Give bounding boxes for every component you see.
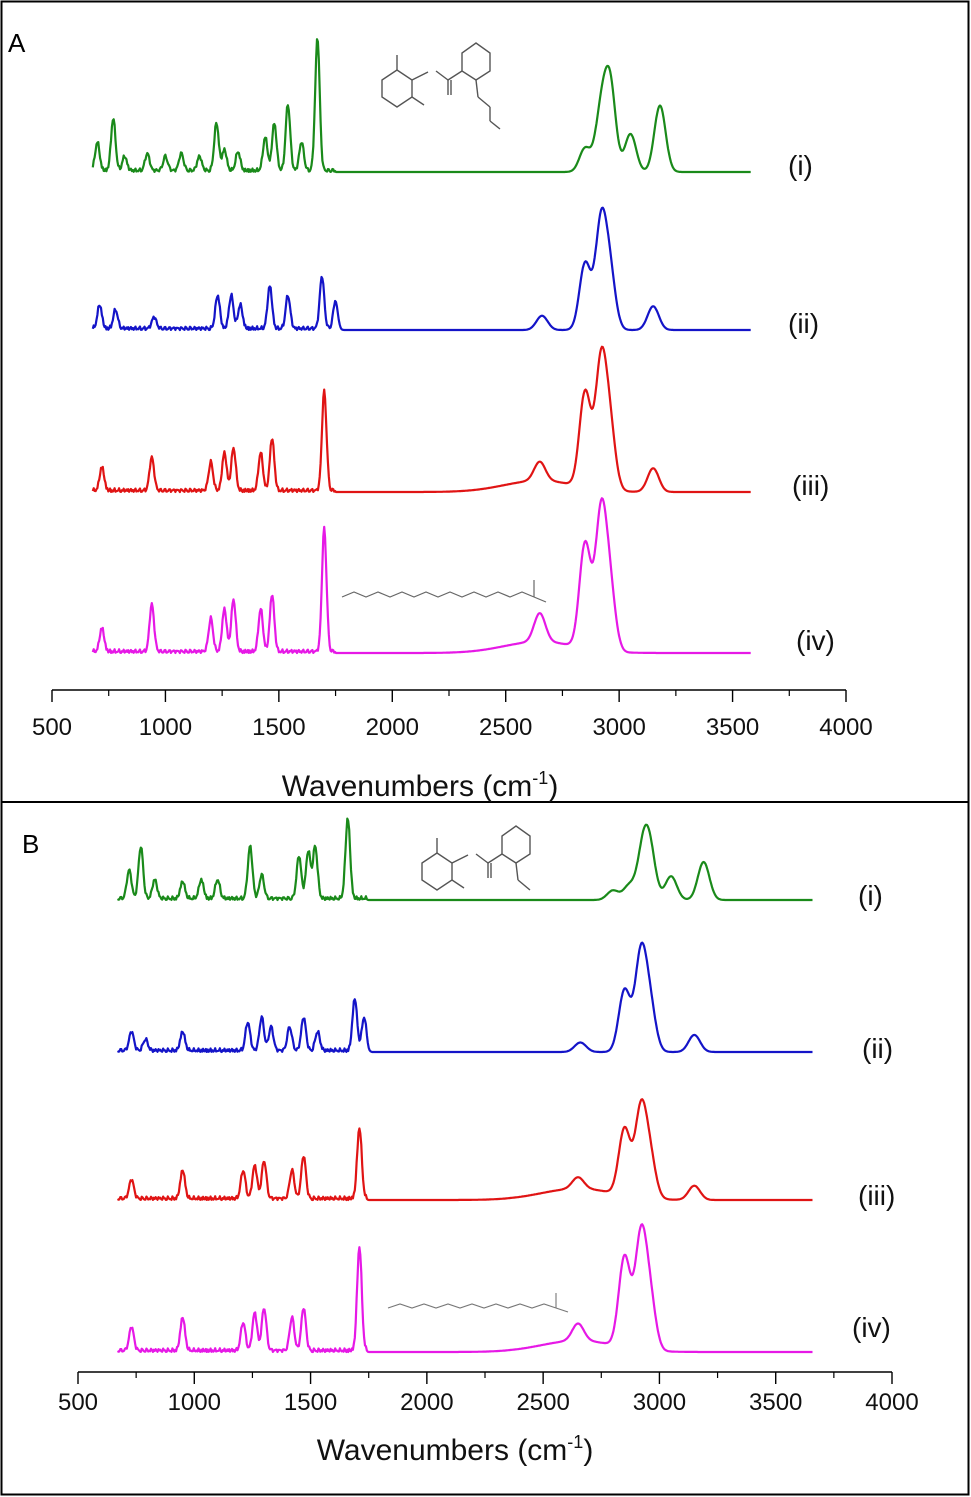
- x-tick-label: 2500: [479, 714, 532, 741]
- x-tick-label: 3500: [706, 714, 759, 741]
- x-tick-label: 1000: [139, 714, 192, 741]
- panel-b-label: B: [22, 829, 39, 859]
- panel-b-fatty-acid-structure: [387, 1293, 569, 1313]
- panel-b-x-axis-label: Wavenumbers (cm-1): [317, 1432, 594, 1467]
- panel-a-series-labels: (i) (ii) (iii) (iv): [788, 150, 835, 656]
- series-label-iv: (iv): [796, 625, 835, 656]
- x-tick-label: 2500: [516, 1389, 569, 1416]
- panel-b-spectra: [116, 817, 813, 1354]
- x-tick-label: 500: [32, 714, 72, 741]
- series-label-iii: (iii): [792, 470, 829, 501]
- x-tick-label: 500: [58, 1389, 98, 1416]
- x-tick-label: 4000: [819, 714, 872, 741]
- series-label-iii: (iii): [858, 1180, 895, 1211]
- spectrum-line-i: [116, 817, 813, 902]
- panel-a-x-axis-label: Wavenumbers (cm-1): [282, 768, 559, 803]
- series-label-ii: (ii): [862, 1033, 893, 1064]
- series-label-iv: (iv): [852, 1312, 891, 1343]
- panel-b-plot: 500 1000 1500 2000 2500 3000 3500 4000 (i)(ii)(…: [58, 817, 919, 1467]
- x-tick-label: 1000: [168, 1389, 221, 1416]
- spectrum-line-ii: [116, 941, 813, 1054]
- spectrum-line-iv: [91, 497, 751, 655]
- spectrum-line-i: [91, 38, 751, 174]
- spectrum-line-ii: [91, 206, 751, 332]
- spectrum-line-iii: [91, 345, 751, 494]
- x-tick-label: 3000: [633, 1389, 686, 1416]
- spectrum-line-iv: [116, 1223, 813, 1354]
- x-tick-label: 1500: [252, 714, 305, 741]
- spectrum-line-iii: [116, 1098, 813, 1202]
- series-label-ii: (ii): [788, 308, 819, 339]
- panel-a-x-axis: 500 1000 1500 2000 2500 3000 3500 4000: [32, 689, 873, 741]
- x-tick-label: 3000: [592, 714, 645, 741]
- x-tick-label: 4000: [865, 1389, 918, 1416]
- panel-b-x-axis: 500 1000 1500 2000 2500 3000 3500 4000: [58, 1371, 919, 1416]
- x-tick-label: 1500: [284, 1389, 337, 1416]
- panel-a-label: A: [8, 28, 26, 58]
- x-tick-label: 2000: [366, 714, 419, 741]
- panel-a-drug-structure: [381, 42, 501, 130]
- panel-b-drug-structure: [421, 825, 531, 891]
- series-label-i: (i): [858, 880, 883, 911]
- x-tick-label: 3500: [749, 1389, 802, 1416]
- panel-a-plot: 500 1000 1500 2000 2500 3000 3500 4000 (i)(ii)(…: [32, 38, 873, 803]
- panel-a-spectra: [91, 38, 751, 655]
- panel-b-series-labels: (i) (ii) (iii) (iv): [852, 880, 895, 1343]
- panel-a-fatty-acid-structure: [341, 580, 547, 603]
- series-label-i: (i): [788, 150, 813, 181]
- x-tick-label: 2000: [400, 1389, 453, 1416]
